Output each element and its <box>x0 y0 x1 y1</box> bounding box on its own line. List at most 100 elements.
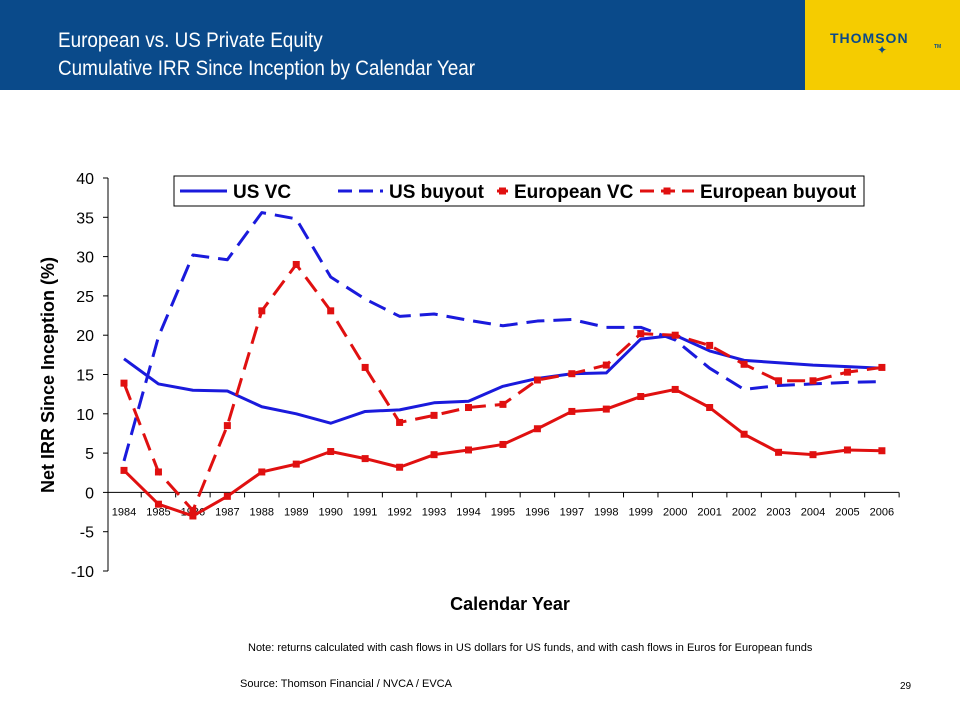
data-point <box>878 447 886 455</box>
x-tick-label: 1997 <box>560 506 584 518</box>
logo-box <box>805 0 960 90</box>
chart-source: Source: Thomson Financial / NVCA / EVCA <box>240 678 452 690</box>
x-tick-label: 1990 <box>318 506 342 518</box>
data-point <box>189 506 197 514</box>
x-tick-label: 2005 <box>835 506 859 518</box>
page-number: 29 <box>900 681 912 692</box>
data-point <box>706 404 714 412</box>
data-point <box>120 379 128 387</box>
x-tick-label: 1989 <box>284 506 308 518</box>
data-point <box>602 405 610 413</box>
series-line-us-vc <box>123 333 882 425</box>
data-point <box>533 376 541 384</box>
x-tick-label: 1993 <box>422 506 446 518</box>
y-tick-label: 15 <box>76 368 94 385</box>
y-tick-label: 5 <box>85 446 94 463</box>
x-tick-label: 2003 <box>766 506 790 518</box>
data-point <box>465 404 472 412</box>
data-point <box>258 307 266 315</box>
star-icon: ✦ <box>877 43 888 57</box>
legend-marker <box>663 187 671 195</box>
data-point <box>637 393 645 401</box>
data-point <box>189 512 197 520</box>
data-point <box>568 407 576 415</box>
data-point <box>499 440 507 448</box>
data-point <box>430 451 438 459</box>
series-line-us-buyout <box>122 211 882 462</box>
data-point <box>327 448 335 456</box>
x-tick-label: 1992 <box>387 506 411 518</box>
y-tick-label: 40 <box>76 171 94 188</box>
data-point <box>671 385 679 393</box>
x-tick-label: 1987 <box>215 506 239 518</box>
x-tick-label: 2002 <box>732 506 756 518</box>
y-tick-label: 30 <box>76 250 94 267</box>
data-point <box>843 368 851 376</box>
data-point <box>533 425 541 433</box>
y-tick-label: 35 <box>76 210 94 227</box>
x-tick-label: 2004 <box>801 506 825 518</box>
x-tick-label: 1999 <box>629 506 653 518</box>
data-point <box>292 460 300 468</box>
y-axis-title: Net IRR Since Inception (%) <box>38 257 58 493</box>
data-point <box>396 418 404 426</box>
y-tick-label: -5 <box>80 525 94 542</box>
x-tick-label: 1996 <box>525 506 549 518</box>
data-point <box>602 361 610 369</box>
data-point <box>154 500 162 508</box>
data-point <box>740 430 748 438</box>
data-point <box>568 370 576 378</box>
x-axis-title: Calendar Year <box>450 594 570 614</box>
data-point <box>120 466 128 474</box>
y-tick-label: 10 <box>76 407 94 424</box>
x-tick-label: 1998 <box>594 506 618 518</box>
x-tick-label: 1991 <box>353 506 377 518</box>
data-point <box>361 455 369 463</box>
legend-box <box>173 175 865 207</box>
x-tick-label: 2001 <box>697 506 721 518</box>
data-point <box>637 330 645 338</box>
legend-label: European buyout <box>700 182 857 203</box>
thomson-logo: THOMSON <box>830 30 909 46</box>
x-tick-label: 1984 <box>112 506 136 518</box>
data-point <box>154 468 162 476</box>
data-point <box>465 446 472 454</box>
data-point <box>775 448 783 456</box>
legend-label: European VC <box>514 182 634 203</box>
data-point <box>327 307 335 315</box>
x-tick-label: 1985 <box>146 506 170 518</box>
data-point <box>775 377 783 385</box>
data-point <box>706 341 714 349</box>
y-tick-label: 0 <box>85 485 94 502</box>
x-tick-label: 2006 <box>870 506 894 518</box>
y-tick-label: -10 <box>71 564 94 581</box>
data-point <box>843 446 851 454</box>
x-tick-label: 1994 <box>456 506 480 518</box>
legend-label: US buyout <box>389 182 485 203</box>
x-tick-label: 1988 <box>250 506 274 518</box>
y-tick-label: 20 <box>76 328 94 345</box>
data-point <box>671 331 679 339</box>
data-point <box>361 363 369 371</box>
title-line-2: Cumulative IRR Since Inception by Calend… <box>58 57 476 80</box>
data-point <box>430 411 438 419</box>
legend-label: US VC <box>233 182 291 203</box>
chart-note: Note: returns calculated with cash flows… <box>248 642 813 654</box>
legend-marker <box>499 187 506 195</box>
data-point <box>809 451 817 459</box>
trademark-mark: TM <box>934 44 942 50</box>
data-point <box>396 463 404 471</box>
page-title: European vs. US Private Equity Cumulativ… <box>58 27 475 83</box>
header-bar <box>0 0 805 90</box>
data-point <box>809 377 817 385</box>
data-point <box>258 468 266 476</box>
data-point <box>292 260 300 268</box>
data-point <box>740 360 748 368</box>
title-line-1: European vs. US Private Equity <box>58 29 323 52</box>
x-tick-label: 2000 <box>663 506 687 518</box>
data-point <box>499 400 507 408</box>
data-point <box>878 363 886 371</box>
data-point <box>223 422 231 430</box>
x-tick-label: 1995 <box>491 506 515 518</box>
